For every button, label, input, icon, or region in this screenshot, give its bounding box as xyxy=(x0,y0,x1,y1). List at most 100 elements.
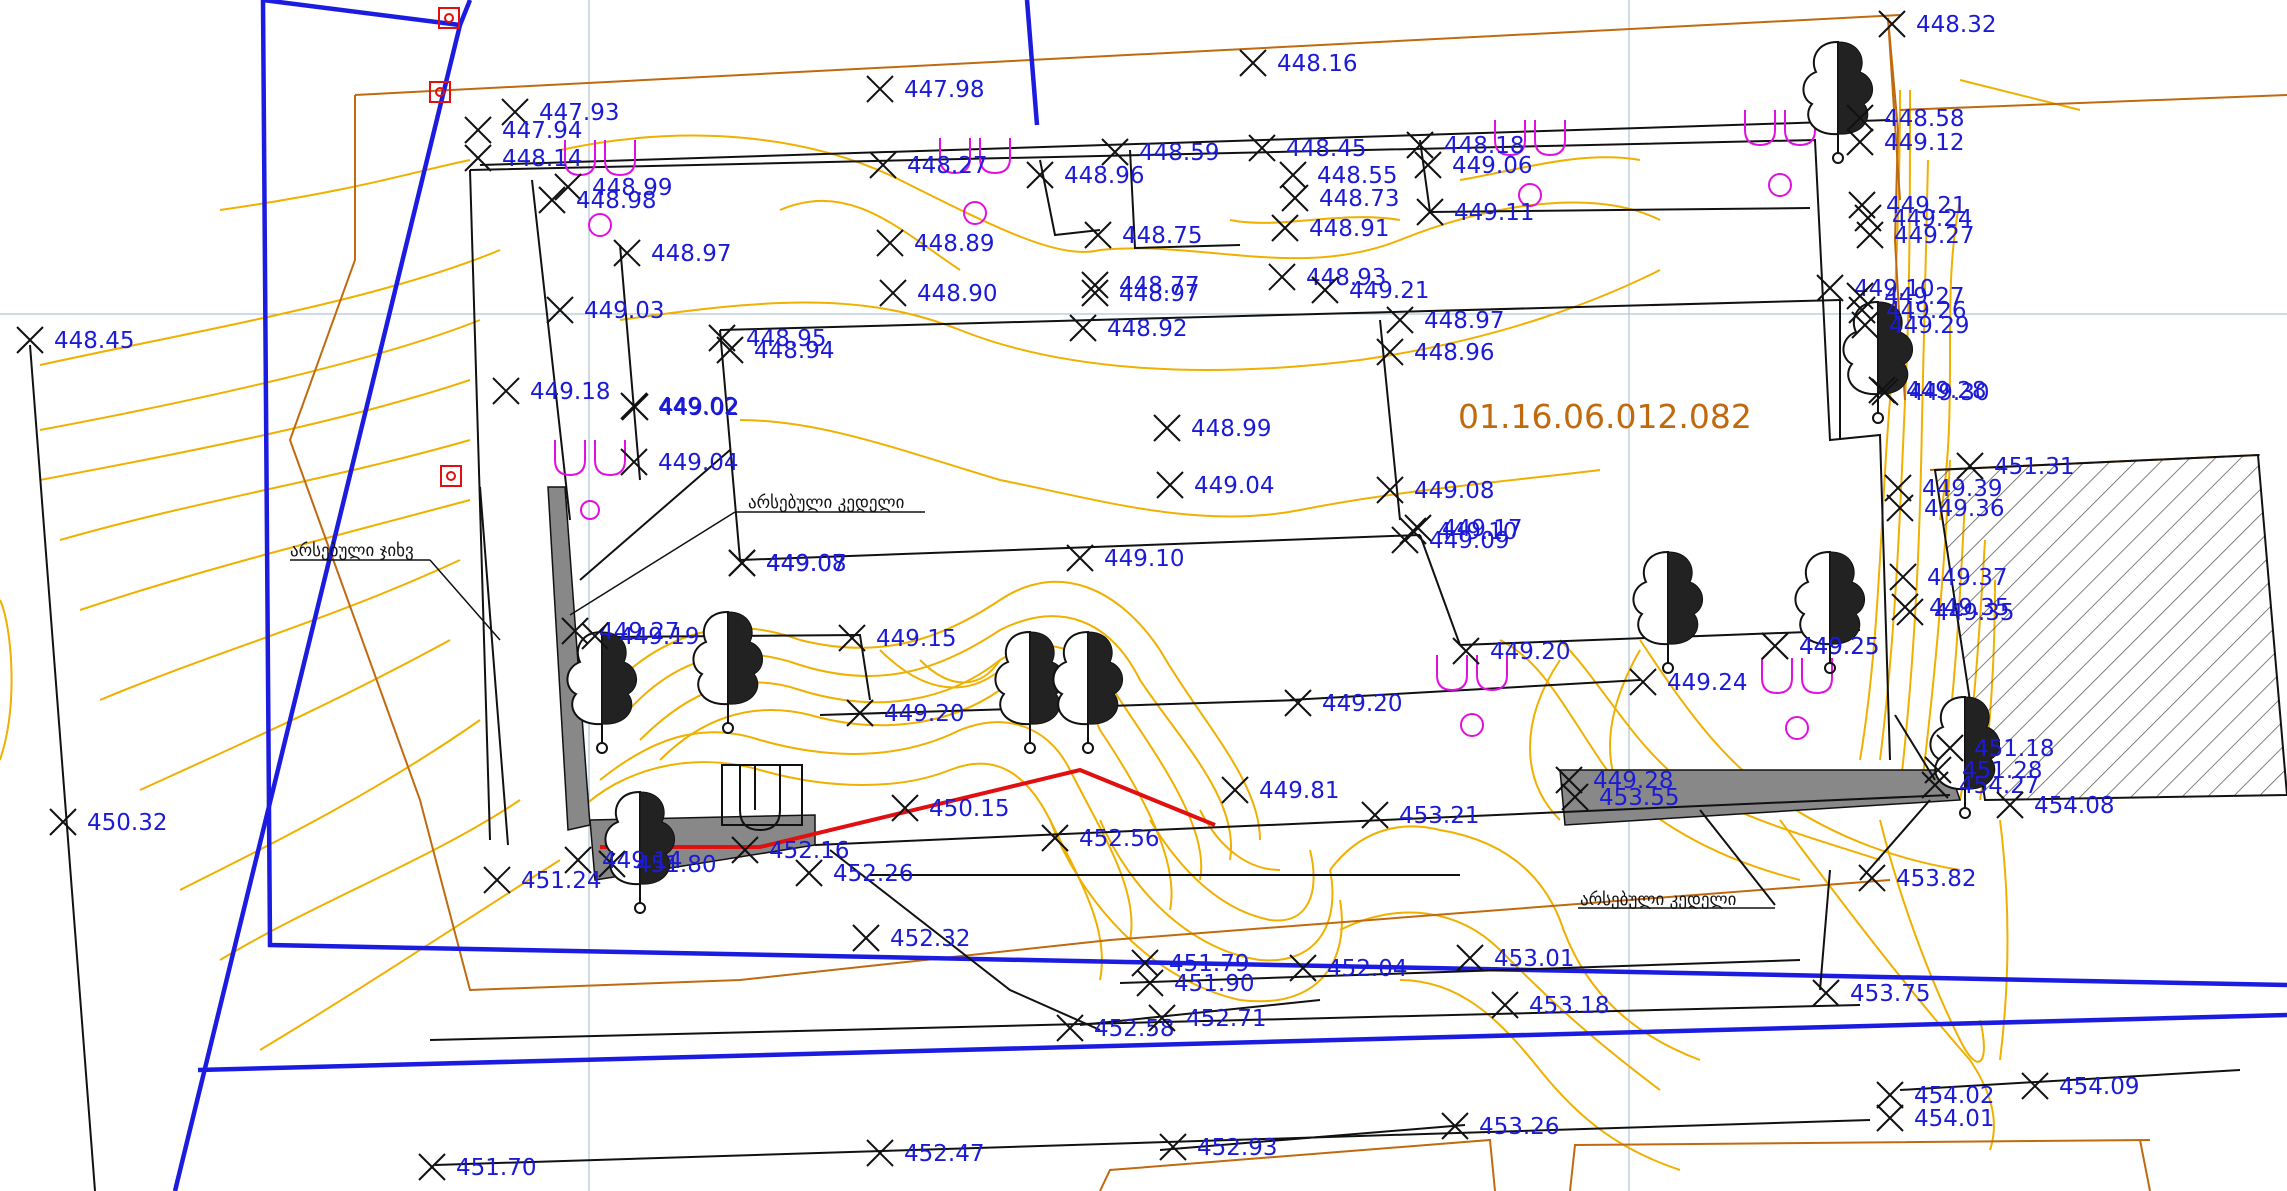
elevation-point: 449.19 xyxy=(581,622,699,650)
elevation-label: 448.97 xyxy=(651,241,731,267)
elevation-label: 450.15 xyxy=(929,796,1009,822)
elevation-label: 448.89 xyxy=(914,231,994,257)
elevation-label: 452.32 xyxy=(890,926,970,952)
elevation-label: 452.47 xyxy=(904,1141,984,1167)
elevation-label: 451.90 xyxy=(1174,971,1254,997)
elevation-label: 453.01 xyxy=(1494,946,1574,972)
elevation-label: 452.26 xyxy=(833,861,913,887)
annotations: არსებული ჯიხვ არსებული კედელი არსებული კ… xyxy=(290,493,1775,910)
elevation-label: 448.55 xyxy=(1317,163,1397,189)
elevation-point: 450.15 xyxy=(891,794,1009,822)
elevation-point: 449.24 xyxy=(1629,668,1747,696)
elevation-point: 448.98 xyxy=(538,186,656,214)
elevation-point: 448.92 xyxy=(1069,314,1187,342)
elevation-label: 449.36 xyxy=(1924,496,2004,522)
elevation-label: 449.27 xyxy=(1884,284,1964,310)
elevation-point: 452.32 xyxy=(852,924,970,952)
magenta-light-symbols xyxy=(554,110,1833,740)
elevation-label: 452.93 xyxy=(1197,1135,1277,1161)
elevation-label: 453.55 xyxy=(1599,785,1679,811)
elevation-label: 449.26 xyxy=(1886,298,1966,324)
red-design-line xyxy=(600,767,1216,849)
elevation-label: 452.71 xyxy=(1186,1006,1266,1032)
elevation-label: 448.99 xyxy=(592,175,672,201)
elevation-point: 448.94 xyxy=(716,336,834,364)
elevation-point: 448.90 xyxy=(879,279,997,307)
elevation-label: 448.45 xyxy=(54,328,134,354)
elevation-point: 448.77 xyxy=(1081,271,1199,299)
elevation-point: 448.58 xyxy=(1846,104,1964,132)
elevation-point: 449.03 xyxy=(546,296,664,324)
elevation-label: 450.32 xyxy=(87,810,167,836)
gate-structure xyxy=(721,764,803,832)
elevation-point: 449.02 xyxy=(620,392,738,420)
elevation-label: 451.24 xyxy=(521,868,601,894)
elevation-point: 452.71 xyxy=(1148,1004,1266,1032)
elevation-label: 448.96 xyxy=(1414,340,1494,366)
elevation-label: 454.08 xyxy=(2034,793,2114,819)
elevation-point: 453.01 xyxy=(1456,944,1574,972)
elevation-label: 448.94 xyxy=(754,338,834,364)
elevation-point: 449.36 xyxy=(1886,494,2004,522)
elevation-point: 449.04 xyxy=(620,448,738,476)
elevation-label: 449.09 xyxy=(1429,528,1509,554)
elevation-point: 449.21 xyxy=(1311,276,1429,304)
elevation-point: 448.45 xyxy=(1248,134,1366,162)
elevation-label: 448.92 xyxy=(1107,316,1187,342)
elevation-point: 453.75 xyxy=(1812,979,1930,1007)
elevation-point: 448.16 xyxy=(1239,49,1357,77)
elevation-point: 449.02 xyxy=(621,393,739,421)
elevation-label: 449.04 xyxy=(1194,473,1274,499)
elevation-label: 448.91 xyxy=(1309,216,1389,242)
elevation-point: 449.08 xyxy=(1376,476,1494,504)
elevation-point: 447.94 xyxy=(464,116,582,144)
elevation-label: 449.02 xyxy=(658,394,738,420)
elevation-label: 454.09 xyxy=(2059,1074,2139,1100)
tree-icon xyxy=(994,630,1065,754)
elevation-point: 454.27 xyxy=(1921,771,2039,799)
tree-icon xyxy=(1842,300,1913,424)
elevation-label: 452.58 xyxy=(1094,1016,1174,1042)
elevation-label: 448.14 xyxy=(502,146,582,172)
elevation-point: 448.97 xyxy=(613,239,731,267)
elevation-point: 449.39 xyxy=(1884,474,2002,502)
elevation-label: 451.18 xyxy=(1974,736,2054,762)
elevation-label: 448.73 xyxy=(1319,186,1399,212)
elevation-point: 448.93 xyxy=(1268,263,1386,291)
elevation-label: 449.29 xyxy=(1889,313,1969,339)
tree-icon xyxy=(1632,550,1703,674)
elevation-point: 449.21 xyxy=(1848,191,1966,219)
elevation-point: 449.24 xyxy=(1854,204,1972,232)
elevation-label: 449.11 xyxy=(1454,200,1534,226)
elevation-label: 449.25 xyxy=(1799,634,1879,660)
elevation-point: 449.29 xyxy=(1851,311,1969,339)
elevation-point: 448.73 xyxy=(1281,184,1399,212)
elevation-point: 448.99 xyxy=(554,173,672,201)
elevation-point: 448.91 xyxy=(1271,214,1389,242)
elevation-label: 449.10 xyxy=(1437,519,1517,545)
elevation-label: 449.24 xyxy=(1667,670,1747,696)
elevation-point: 454.02 xyxy=(1876,1081,1994,1109)
elevation-label: 449.27 xyxy=(1894,223,1974,249)
tree-icon xyxy=(692,610,763,734)
elevation-point: 449.25 xyxy=(1761,632,1879,660)
elevation-label: 448.18 xyxy=(1444,133,1524,159)
elevation-point: 448.96 xyxy=(1026,161,1144,189)
elevation-point: 449.12 xyxy=(1846,128,1964,156)
neighbor-building xyxy=(1933,453,2287,802)
elevation-point: 452.56 xyxy=(1041,824,1159,852)
elevation-point: 451.31 xyxy=(1956,452,2074,480)
elevation-point: 448.99 xyxy=(1153,414,1271,442)
elevation-point: 453.55 xyxy=(1561,783,1679,811)
elevation-point: 448.32 xyxy=(1878,10,1996,38)
elevation-label: 451.31 xyxy=(1994,454,2074,480)
elevation-point: 448.45 xyxy=(16,326,134,354)
tree-icon xyxy=(1802,40,1873,164)
elevation-label: 449.06 xyxy=(1452,153,1532,179)
elevation-point: 449.14 xyxy=(564,846,682,874)
elevation-label: 449.35 xyxy=(1929,595,2009,621)
elevation-label: 449.39 xyxy=(1922,476,2002,502)
elevation-label: 449.20 xyxy=(884,701,964,727)
elevation-point: 452.16 xyxy=(731,836,849,864)
